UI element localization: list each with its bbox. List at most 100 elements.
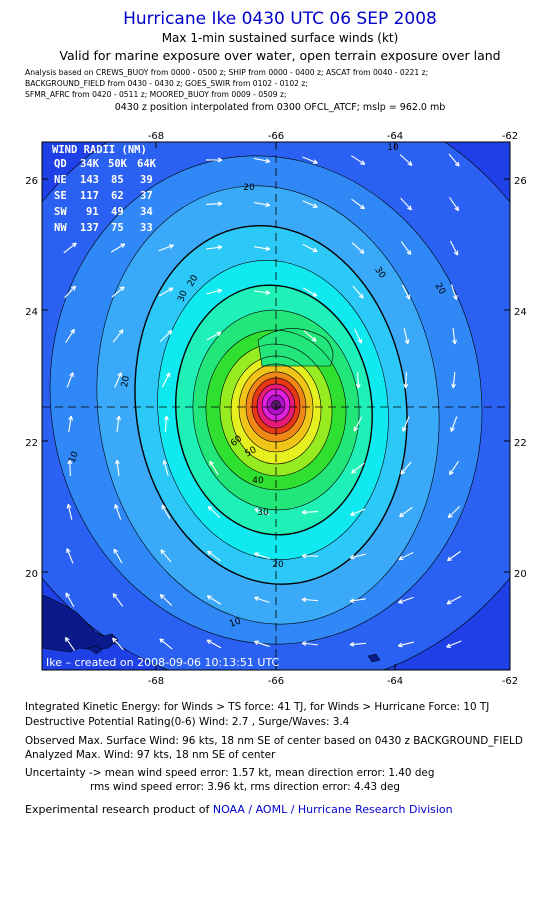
wind-vector [205, 246, 223, 250]
wind-vector-head [65, 592, 71, 598]
wind-vector-head [359, 204, 365, 210]
wind-vector [205, 203, 223, 205]
wind-vector-head [397, 642, 403, 648]
position-note: 0430 z position interpolated from 0300 O… [114, 102, 446, 113]
wind-vector [66, 372, 74, 388]
wind-radii-cell: 85 [111, 174, 124, 186]
wind-vector-head [454, 161, 460, 167]
wind-vector [399, 506, 413, 518]
wind-vector-head [359, 248, 365, 254]
wind-vector [301, 510, 319, 514]
map-title: Hurricane Ike 0430 UTC 06 SEP 2008 [123, 9, 437, 29]
wind-vector [161, 504, 171, 520]
wind-vector [354, 328, 362, 344]
wind-vector [353, 416, 363, 432]
wind-radii-cell: 33 [140, 222, 153, 234]
contour-label: 10 [67, 450, 80, 464]
wind-radii-cell: 75 [111, 222, 124, 234]
wind-vector-head [312, 292, 318, 297]
wind-vector-head [350, 511, 356, 516]
wind-vector-head [118, 329, 124, 335]
wind-vector [301, 642, 319, 646]
lon-tick-top: -66 [268, 131, 284, 142]
wind-vector-head [115, 459, 120, 465]
wind-vector [254, 157, 270, 163]
wind-vector-head [454, 206, 460, 212]
lat-tick-left: 22 [25, 438, 38, 449]
wind-vector-head [353, 426, 359, 432]
wind-vector-head [358, 293, 364, 299]
wind-vector-head [112, 637, 118, 643]
wind-vector-head [351, 468, 357, 474]
wind-vector [110, 243, 126, 253]
wind-vector-head [217, 288, 223, 294]
wind-vector-head [452, 339, 457, 345]
wind-vector [163, 460, 169, 476]
wind-vector-head [254, 596, 259, 602]
map-credit: Ike – created on 2008-09-06 10:13:51 UTC [46, 656, 280, 669]
wind-vector-head [163, 415, 169, 421]
wind-vector [65, 328, 75, 344]
wind-vector [116, 459, 120, 477]
wind-radii-col-50k: 50K [108, 158, 128, 170]
wind-radii-header: WIND RADII (NM) [52, 144, 147, 156]
wind-radii-cell: SE [54, 190, 67, 202]
wind-vector [111, 286, 125, 298]
wind-vector [351, 242, 365, 254]
wind-vector [449, 461, 459, 475]
wind-vector [398, 641, 414, 647]
lat-tick-left: 24 [25, 307, 38, 318]
wind-vector-head [66, 548, 71, 554]
wind-vector [114, 504, 122, 520]
wind-vector-head [116, 415, 121, 421]
wind-vector [446, 595, 462, 605]
wind-vector-head [217, 157, 223, 163]
uncertainty-mean: Uncertainty -> mean wind speed error: 1.… [25, 767, 435, 779]
contour-label: 20 [272, 560, 284, 570]
wind-vector-head [117, 372, 122, 378]
analysis-sources-line-2: BACKGROUND_FIELD from 0430 - 0430 z; GOE… [25, 79, 308, 88]
wind-vector [351, 462, 365, 474]
wind-vector-head [66, 503, 72, 509]
wind-vector [452, 327, 456, 345]
wind-vector [449, 197, 459, 211]
wind-vector-head [253, 640, 259, 646]
wind-vector-head [168, 287, 174, 293]
wind-radii-cell: 37 [140, 190, 153, 202]
wind-vector-head [265, 202, 271, 208]
uncertainty-rms: rms wind speed error: 3.96 kt, rms direc… [90, 781, 400, 793]
wind-vector-head [404, 339, 410, 345]
hrd-link[interactable]: NOAA / AOML / Hurricane Research Divisio… [212, 803, 453, 816]
lon-tick-top: -64 [387, 131, 403, 142]
wind-vector-head [120, 243, 126, 248]
wind-radii-col-qd: QD [54, 158, 67, 170]
wind-radii-col-34k: 34K [80, 158, 100, 170]
wind-vector [206, 595, 222, 605]
wind-vector [69, 459, 71, 477]
wind-vector [112, 329, 124, 343]
wind-vector [254, 641, 270, 647]
wind-vector [452, 371, 456, 389]
wind-vector [158, 244, 174, 252]
wind-radii-cell: 137 [80, 222, 99, 234]
wind-vector-head [160, 549, 166, 555]
contour-label: 20 [243, 183, 255, 193]
wind-vector [400, 241, 412, 255]
wind-vector [447, 550, 461, 562]
wind-vector [112, 637, 124, 651]
wind-vector [67, 504, 73, 520]
wind-vector-head [162, 459, 168, 465]
wind-vector-head [168, 244, 174, 249]
ike-summary: Integrated Kinetic Energy: for Winds > T… [25, 701, 490, 713]
lon-tick-bottom: -68 [148, 676, 164, 687]
wind-vector-head [398, 555, 404, 561]
wind-vector-head [114, 504, 119, 510]
wind-vector-head [312, 159, 318, 164]
wind-vector [207, 550, 221, 562]
lat-tick-right: 20 [514, 569, 527, 580]
wind-vector-head [349, 598, 355, 604]
wind-vector-head [406, 249, 412, 255]
wind-vector [206, 289, 222, 295]
lat-tick-left: 26 [25, 176, 38, 187]
wind-vector [254, 508, 270, 516]
